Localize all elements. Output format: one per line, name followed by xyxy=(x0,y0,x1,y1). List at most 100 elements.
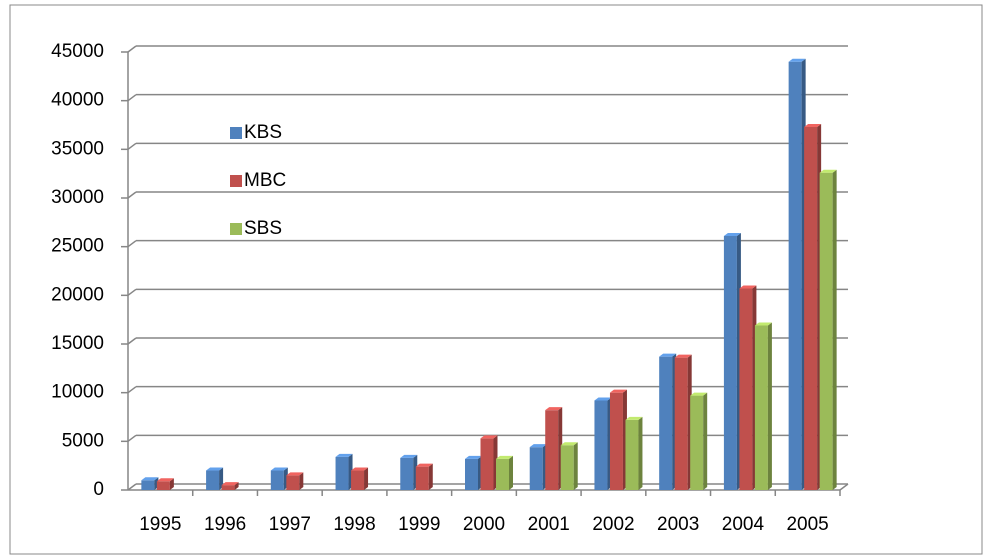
bar xyxy=(804,123,822,491)
bar-top xyxy=(723,232,741,236)
bar xyxy=(674,354,692,490)
bar xyxy=(206,467,224,490)
y-tick-label: 35000 xyxy=(51,138,104,159)
y-tick-label: 25000 xyxy=(51,236,104,257)
bar xyxy=(690,392,708,490)
bar-front xyxy=(465,458,478,490)
bar-side xyxy=(509,455,513,490)
bar xyxy=(754,322,772,490)
grid-depth xyxy=(127,386,137,394)
bar-top xyxy=(690,392,708,396)
bar-front xyxy=(270,470,284,490)
bar xyxy=(545,407,563,490)
bar-front xyxy=(625,419,639,490)
bar-top xyxy=(156,478,174,482)
bar-top xyxy=(754,322,772,326)
x-tick-label: 2004 xyxy=(722,514,765,535)
bar-front xyxy=(351,470,365,490)
bar-side xyxy=(234,482,239,490)
bar-front xyxy=(754,325,768,490)
legend-swatch xyxy=(230,127,242,139)
bar-front xyxy=(415,466,429,490)
bar-top xyxy=(609,389,627,393)
x-tick-label: 2001 xyxy=(528,514,570,535)
bar-front xyxy=(286,475,300,490)
y-tick-label: 20000 xyxy=(51,284,104,305)
bar-top xyxy=(625,416,643,420)
bar xyxy=(465,455,482,490)
bar xyxy=(560,442,578,490)
bar xyxy=(335,453,353,490)
bar-top xyxy=(804,123,822,127)
x-tick-label: 2002 xyxy=(592,514,634,535)
grid-depth xyxy=(127,240,137,248)
bar xyxy=(270,467,288,490)
bar-top xyxy=(351,467,369,471)
y-tick-label: 45000 xyxy=(51,41,104,62)
bar-top xyxy=(739,285,757,289)
grid-depth xyxy=(127,434,137,442)
legend-label: SBS xyxy=(244,218,282,239)
bar-front xyxy=(156,481,170,490)
bar-front xyxy=(496,458,509,490)
bar xyxy=(156,478,174,490)
bar-front xyxy=(723,235,737,490)
grid-depth xyxy=(127,191,137,199)
bar xyxy=(480,435,498,490)
legend-swatch xyxy=(230,223,242,235)
bar-side xyxy=(767,322,772,490)
bar-top xyxy=(400,454,418,458)
bar-front xyxy=(480,438,494,490)
y-tick-label: 40000 xyxy=(51,90,104,111)
x-tick-label: 1998 xyxy=(333,514,375,535)
bar-side xyxy=(169,478,174,490)
bar xyxy=(659,353,677,490)
bar-front xyxy=(804,126,818,491)
y-tick-label: 30000 xyxy=(51,187,104,208)
bar-front xyxy=(529,447,543,490)
grid-depth xyxy=(127,94,137,102)
x-tick-label: 2003 xyxy=(657,514,699,535)
bar xyxy=(609,389,627,490)
bar-top xyxy=(335,453,353,457)
x-tick-label: 2000 xyxy=(463,514,505,535)
bar-top xyxy=(141,477,159,481)
bar xyxy=(286,472,304,490)
bar xyxy=(496,455,513,490)
bar-front xyxy=(594,400,608,490)
bar xyxy=(400,454,418,490)
bar-front xyxy=(659,356,673,490)
bar-top xyxy=(545,407,563,411)
bar-side xyxy=(364,467,369,490)
bar-front xyxy=(221,485,235,490)
bar-top xyxy=(560,442,578,446)
x-tick-label: 1999 xyxy=(398,514,440,535)
bar-top xyxy=(659,353,677,357)
bar xyxy=(819,169,837,490)
grid-depth xyxy=(127,483,137,491)
bar-front xyxy=(690,395,704,490)
bar-side xyxy=(638,416,643,490)
bar xyxy=(788,58,806,490)
bar-front xyxy=(674,357,688,490)
bar-front xyxy=(609,392,623,490)
bar xyxy=(351,467,369,490)
legend-label: MBC xyxy=(244,170,286,191)
bar-side xyxy=(832,169,837,490)
y-tick-label: 10000 xyxy=(51,382,104,403)
bar xyxy=(723,232,741,490)
bar-side xyxy=(428,463,433,490)
bar-front xyxy=(141,480,155,490)
bar-side xyxy=(703,392,708,490)
x-axis-depth xyxy=(839,483,849,491)
bar xyxy=(529,444,547,490)
y-tick-label: 15000 xyxy=(51,333,104,354)
bar-top xyxy=(788,58,806,62)
bar xyxy=(739,285,757,490)
legend-label: KBS xyxy=(244,122,282,143)
x-tick-label: 2005 xyxy=(786,514,828,535)
grid-depth xyxy=(127,288,137,296)
bar-front xyxy=(560,445,574,490)
